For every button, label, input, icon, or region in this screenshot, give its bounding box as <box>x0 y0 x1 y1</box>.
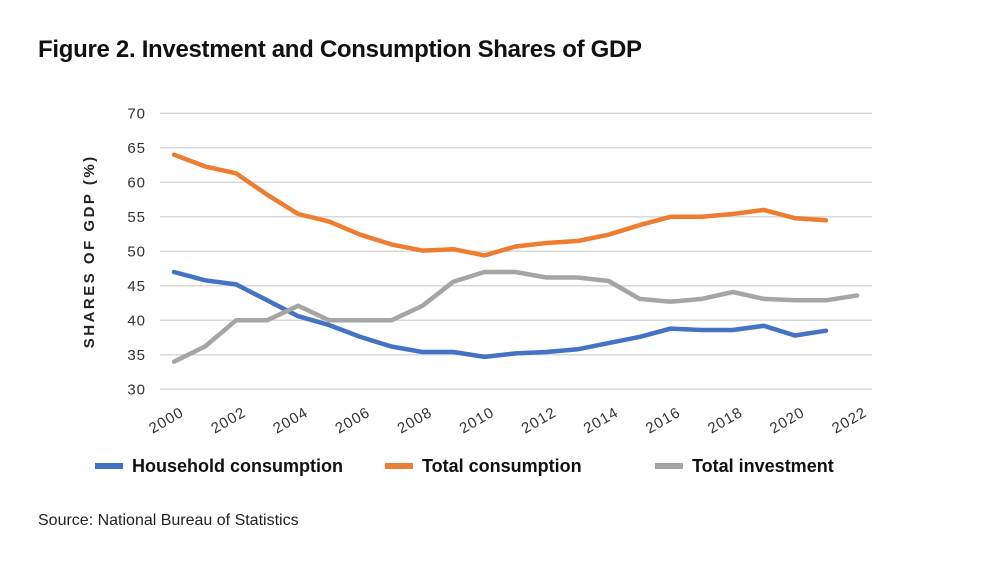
x-tick-label: 2018 <box>705 404 746 437</box>
y-tick-label: 70 <box>127 105 146 122</box>
y-tick-label: 30 <box>127 381 146 398</box>
y-tick-label: 65 <box>127 140 146 157</box>
y-tick-label: 40 <box>127 312 146 329</box>
x-tick-label: 2000 <box>146 404 187 437</box>
x-tick-label: 2010 <box>457 404 498 437</box>
y-tick-label: 50 <box>127 243 146 260</box>
legend-label: Total consumption <box>422 456 582 476</box>
y-axis-label: SHARES OF GDP (%) <box>81 154 98 348</box>
x-tick-label: 2004 <box>270 404 311 437</box>
legend-label: Total investment <box>692 456 834 476</box>
x-tick-label: 2002 <box>208 404 249 437</box>
series-line-0 <box>171 269 829 360</box>
series-line-1 <box>171 152 829 258</box>
x-tick-label: 2022 <box>829 404 870 437</box>
x-tick-label: 2016 <box>643 404 684 437</box>
x-tick-label: 2008 <box>394 404 435 437</box>
series-line-2 <box>171 269 860 364</box>
y-tick-label: 45 <box>127 278 146 295</box>
x-tick-label: 2014 <box>581 404 622 437</box>
source-note: Source: National Bureau of Statistics <box>38 512 299 529</box>
chart-title: Figure 2. Investment and Consumption Sha… <box>38 36 642 63</box>
legend-label: Household consumption <box>132 456 343 476</box>
y-tick-label: 55 <box>127 209 146 226</box>
x-tick-label: 2012 <box>519 404 560 437</box>
x-tick-label: 2006 <box>332 404 373 437</box>
y-tick-label: 35 <box>127 347 146 364</box>
y-tick-label: 60 <box>127 174 146 191</box>
x-tick-label: 2020 <box>767 404 808 437</box>
